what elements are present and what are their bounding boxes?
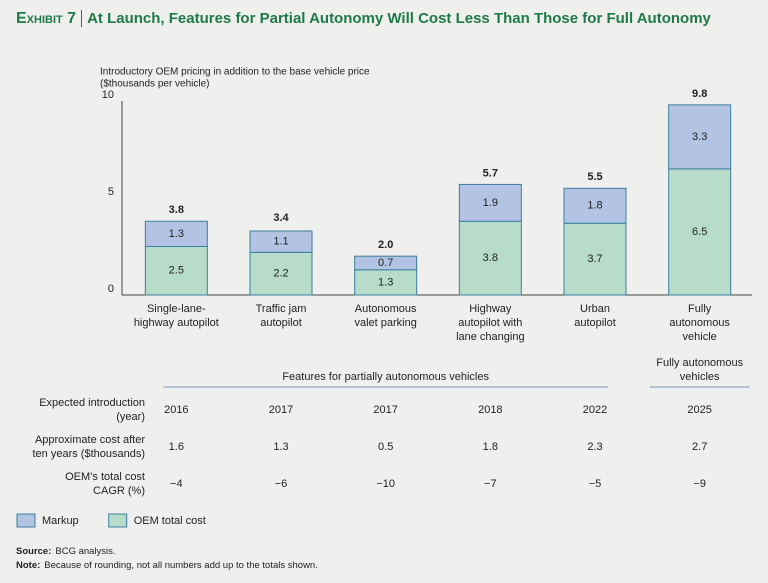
total-label: 5.5: [587, 171, 602, 183]
table-cell: −9: [693, 478, 706, 490]
y-tick-label: 5: [108, 186, 114, 198]
bar-segment: [354, 255, 418, 271]
bar-segment: [144, 220, 208, 247]
bar-segment: [563, 187, 627, 224]
table-cell: 2016: [164, 404, 188, 416]
legend-label: OEM total cost: [134, 515, 206, 527]
bar-segment: [458, 183, 522, 222]
total-label: 2.0: [378, 239, 393, 251]
x-tick-label: Traffic jam: [256, 303, 307, 315]
x-tick-label: autopilot: [574, 317, 616, 329]
x-tick-label: Autonomous: [355, 303, 417, 315]
total-label: 5.7: [483, 167, 498, 179]
chart-title: Exhibit 7 At Launch, Features for Partial…: [16, 9, 716, 29]
segment-label: 2.5: [169, 265, 184, 277]
group-header: Fully autonomous: [656, 357, 743, 369]
group-header: Features for partially autonomous vehicl…: [282, 371, 489, 383]
segment-label: 3.3: [692, 131, 707, 143]
note: Source: BCG analysis.: [16, 546, 116, 557]
segment-label: 3.7: [587, 253, 602, 265]
total-label: 3.8: [169, 204, 184, 216]
note-label: Note:: [16, 560, 40, 571]
segment-label: 1.3: [169, 228, 184, 240]
table-cell: 1.3: [273, 441, 288, 453]
x-tick-label: autopilot: [260, 317, 302, 329]
table-cell: −7: [484, 478, 497, 490]
segment-label: 1.1: [273, 236, 288, 248]
row-label: CAGR (%): [93, 485, 145, 497]
table-cell: 2.7: [692, 441, 707, 453]
segment-label: 2.2: [273, 268, 288, 280]
bar-segment: [668, 168, 732, 296]
table-cell: 2025: [687, 404, 711, 416]
segment-label: 1.9: [483, 197, 498, 209]
y-axis-title: ($thousands per vehicle): [100, 79, 210, 90]
bar-segment: [458, 220, 522, 296]
segment-label: 3.8: [483, 252, 498, 264]
table-cell: 2017: [373, 404, 397, 416]
table-cell: −5: [589, 478, 602, 490]
bar-segment: [668, 104, 732, 170]
x-tick-label: highway autopilot: [134, 317, 219, 329]
note-text: BCG analysis.: [55, 546, 115, 557]
table-cell: −6: [275, 478, 288, 490]
table-cell: −4: [170, 478, 183, 490]
y-tick-label: 10: [102, 89, 114, 101]
table-cell: 2018: [478, 404, 502, 416]
row-label: ten years ($thousands): [32, 448, 145, 460]
segment-label: 1.3: [378, 276, 393, 288]
row-label: OEM’s total cost: [65, 471, 145, 483]
table-cell: 1.8: [483, 441, 498, 453]
x-tick-label: lane changing: [456, 331, 525, 343]
exhibit-label: Exhibit 7: [16, 10, 83, 27]
bar-segment: [563, 222, 627, 296]
bar-segment: [354, 269, 418, 296]
note-text: Because of rounding, not all numbers add…: [44, 560, 318, 571]
x-tick-label: Fully: [688, 303, 712, 315]
segment-label: 1.8: [587, 200, 602, 212]
segment-label: 6.5: [692, 226, 707, 238]
bar-segment: [249, 230, 313, 253]
segment-label: 0.7: [378, 257, 393, 269]
note: Note: Because of rounding, not all number…: [16, 560, 318, 571]
legend-label: Markup: [42, 515, 79, 527]
x-tick-label: autopilot with: [458, 317, 522, 329]
legend-swatch: [16, 513, 36, 528]
bar-segment: [144, 246, 208, 296]
row-label: (year): [116, 411, 145, 423]
total-label: 3.4: [273, 212, 289, 224]
group-header: vehicles: [680, 371, 720, 383]
x-tick-label: Highway: [469, 303, 512, 315]
table-cell: 1.6: [169, 441, 184, 453]
title-text: At Launch, Features for Partial Autonomy…: [87, 10, 711, 27]
bar-segment: [249, 251, 313, 296]
table-cell: −10: [376, 478, 395, 490]
x-tick-label: vehicle: [683, 331, 717, 343]
note-label: Source:: [16, 546, 51, 557]
row-label: Expected introduction: [39, 397, 145, 409]
table-cell: 2022: [583, 404, 607, 416]
row-label: Approximate cost after: [35, 434, 145, 446]
table-cell: 2.3: [587, 441, 602, 453]
x-tick-label: valet parking: [354, 317, 416, 329]
x-tick-label: Urban: [580, 303, 610, 315]
y-axis-title: Introductory OEM pricing in addition to …: [100, 67, 370, 78]
total-label: 9.8: [692, 88, 707, 100]
x-tick-label: autonomous: [669, 317, 730, 329]
table-cell: 0.5: [378, 441, 393, 453]
table-cell: 2017: [269, 404, 293, 416]
y-tick-label: 0: [108, 283, 114, 295]
legend-swatch: [108, 513, 128, 528]
x-tick-label: Single-lane-: [147, 303, 206, 315]
